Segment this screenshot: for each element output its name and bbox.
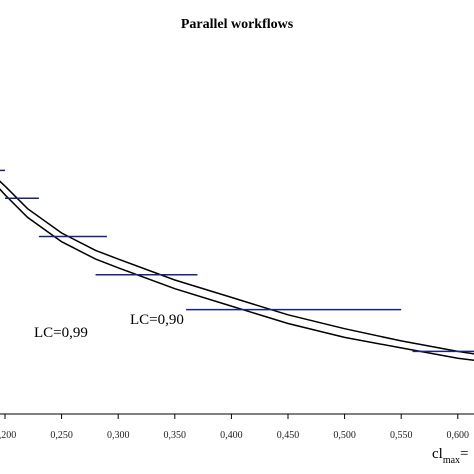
x-tick-label: 0,500: [333, 430, 356, 441]
chart-title: Parallel workflows: [181, 17, 294, 32]
annotation-lc-099: LC=0,99: [34, 325, 88, 341]
x-axis-label: clmax=: [432, 446, 469, 466]
x-tick-label: 0,450: [277, 430, 300, 441]
annotation-lc-090: LC=0,90: [130, 312, 184, 328]
x-tick-label: 0,600: [447, 430, 470, 441]
series-line-1: [0, 188, 474, 362]
x-axis-label-tail: =: [460, 446, 468, 462]
steps-layer: [0, 169, 474, 353]
x-tick-label: 0,200: [0, 430, 16, 441]
x-axis-label-sub: max: [443, 455, 460, 466]
x-tick-label: 0,400: [220, 430, 243, 441]
x-tick-label: 0,250: [50, 430, 73, 441]
curves-layer: [0, 180, 474, 362]
x-axis-label-main: cl: [432, 446, 443, 462]
x-ticks-layer: 0,200 0,250 0,300 0,350 0,400 0,450 0,500 0,550…: [0, 414, 470, 441]
x-tick-label: 0,350: [164, 430, 187, 441]
x-tick-label: 0,300: [107, 430, 130, 441]
x-tick-label: 0,550: [390, 430, 413, 441]
series-line-0: [0, 180, 474, 355]
